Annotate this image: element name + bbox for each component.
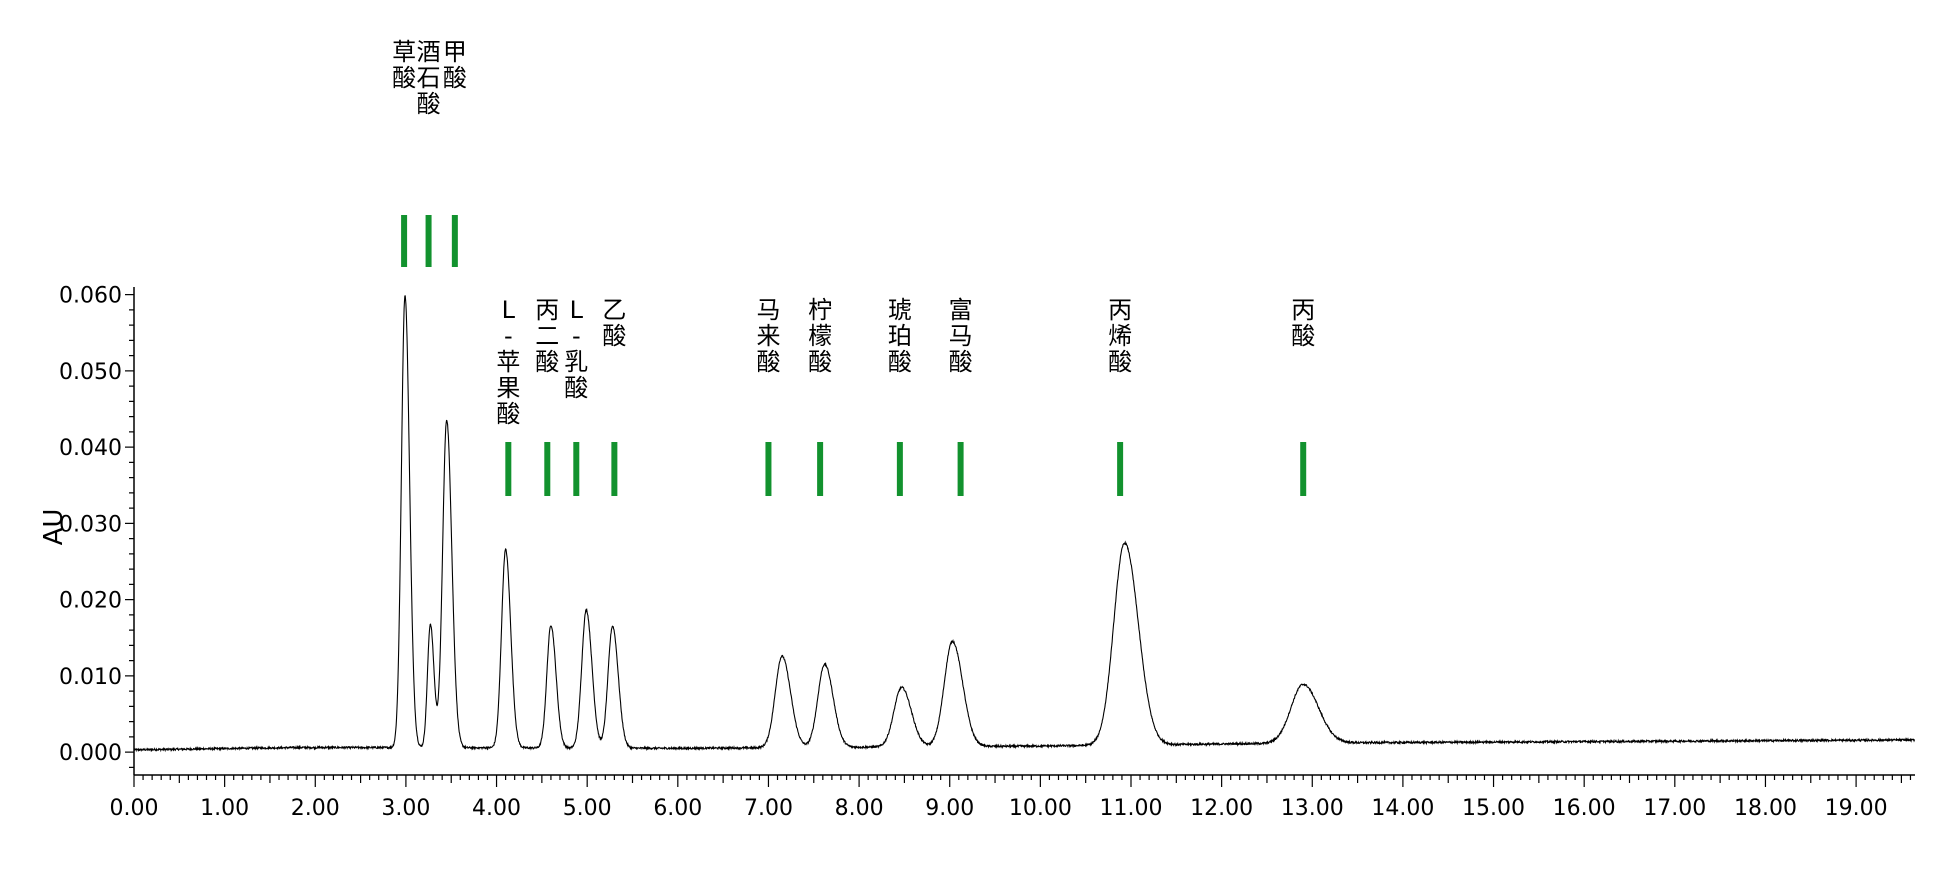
x-tick-label: 18.00 — [1734, 796, 1797, 821]
peak-label: 甲酸 — [443, 38, 467, 92]
peak-label: 丙二酸 — [535, 296, 559, 376]
peak-label: L -苹果酸 — [496, 296, 520, 428]
x-tick-label: 12.00 — [1190, 796, 1253, 821]
y-tick-label: 0.000 — [59, 741, 122, 766]
y-tick-label: 0.030 — [59, 512, 122, 537]
x-tick-label: 14.00 — [1371, 796, 1434, 821]
y-tick-label: 0.060 — [59, 284, 122, 309]
peak-label: 乙酸 — [602, 296, 626, 350]
peak-markers — [401, 215, 1307, 496]
x-tick-label: 1.00 — [200, 796, 249, 821]
y-axis-label: AU — [39, 509, 69, 546]
x-tick-label: 16.00 — [1553, 796, 1616, 821]
y-tick-label: 0.020 — [59, 589, 122, 614]
x-tick-label: 2.00 — [291, 796, 340, 821]
peak-label: 琥珀酸 — [888, 296, 912, 376]
x-tick-label: 19.00 — [1825, 796, 1888, 821]
x-tick-label: 5.00 — [563, 796, 612, 821]
x-ticks: 0.00 1.00 2.00 3.00 4.00 5.00 6.00 7.00 8.00 9.00… — [110, 775, 1912, 821]
peak-label: 丙酸 — [1291, 296, 1315, 350]
chromatogram-trace — [133, 295, 1915, 753]
y-ticks: 0.000 0.010 0.020 0.030 0.040 0.050 0.060 — [59, 284, 134, 768]
x-tick-label: 11.00 — [1100, 796, 1163, 821]
x-tick-label: 6.00 — [653, 796, 702, 821]
x-tick-label: 15.00 — [1462, 796, 1525, 821]
x-tick-label: 8.00 — [835, 796, 884, 821]
peak-label: 富马酸 — [949, 296, 973, 376]
x-tick-label: 10.00 — [1009, 796, 1072, 821]
peak-label: 酒石酸 — [417, 38, 441, 118]
x-tick-label: 0.00 — [110, 796, 159, 821]
peak-label: 丙烯酸 — [1108, 296, 1132, 376]
x-axis: 0.00 1.00 2.00 3.00 4.00 5.00 6.00 7.00 8.00 9.00… — [110, 774, 1915, 821]
y-tick-label: 0.040 — [59, 436, 122, 461]
peak-label: L -乳酸 — [564, 296, 588, 402]
x-tick-label: 4.00 — [472, 796, 521, 821]
y-tick-label: 0.010 — [59, 665, 122, 690]
x-tick-label: 9.00 — [925, 796, 974, 821]
x-tick-label: 7.00 — [744, 796, 793, 821]
peak-label: 柠檬酸 — [808, 296, 832, 376]
peak-label: 草酸 — [392, 38, 416, 92]
y-axis: 0.000 0.010 0.020 0.030 0.040 0.050 0.060 AU — [39, 284, 135, 775]
y-tick-label: 0.050 — [59, 360, 122, 385]
peak-label: 马来酸 — [756, 296, 780, 376]
x-tick-label: 13.00 — [1281, 796, 1344, 821]
x-tick-label: 17.00 — [1643, 796, 1706, 821]
x-tick-label: 3.00 — [381, 796, 430, 821]
